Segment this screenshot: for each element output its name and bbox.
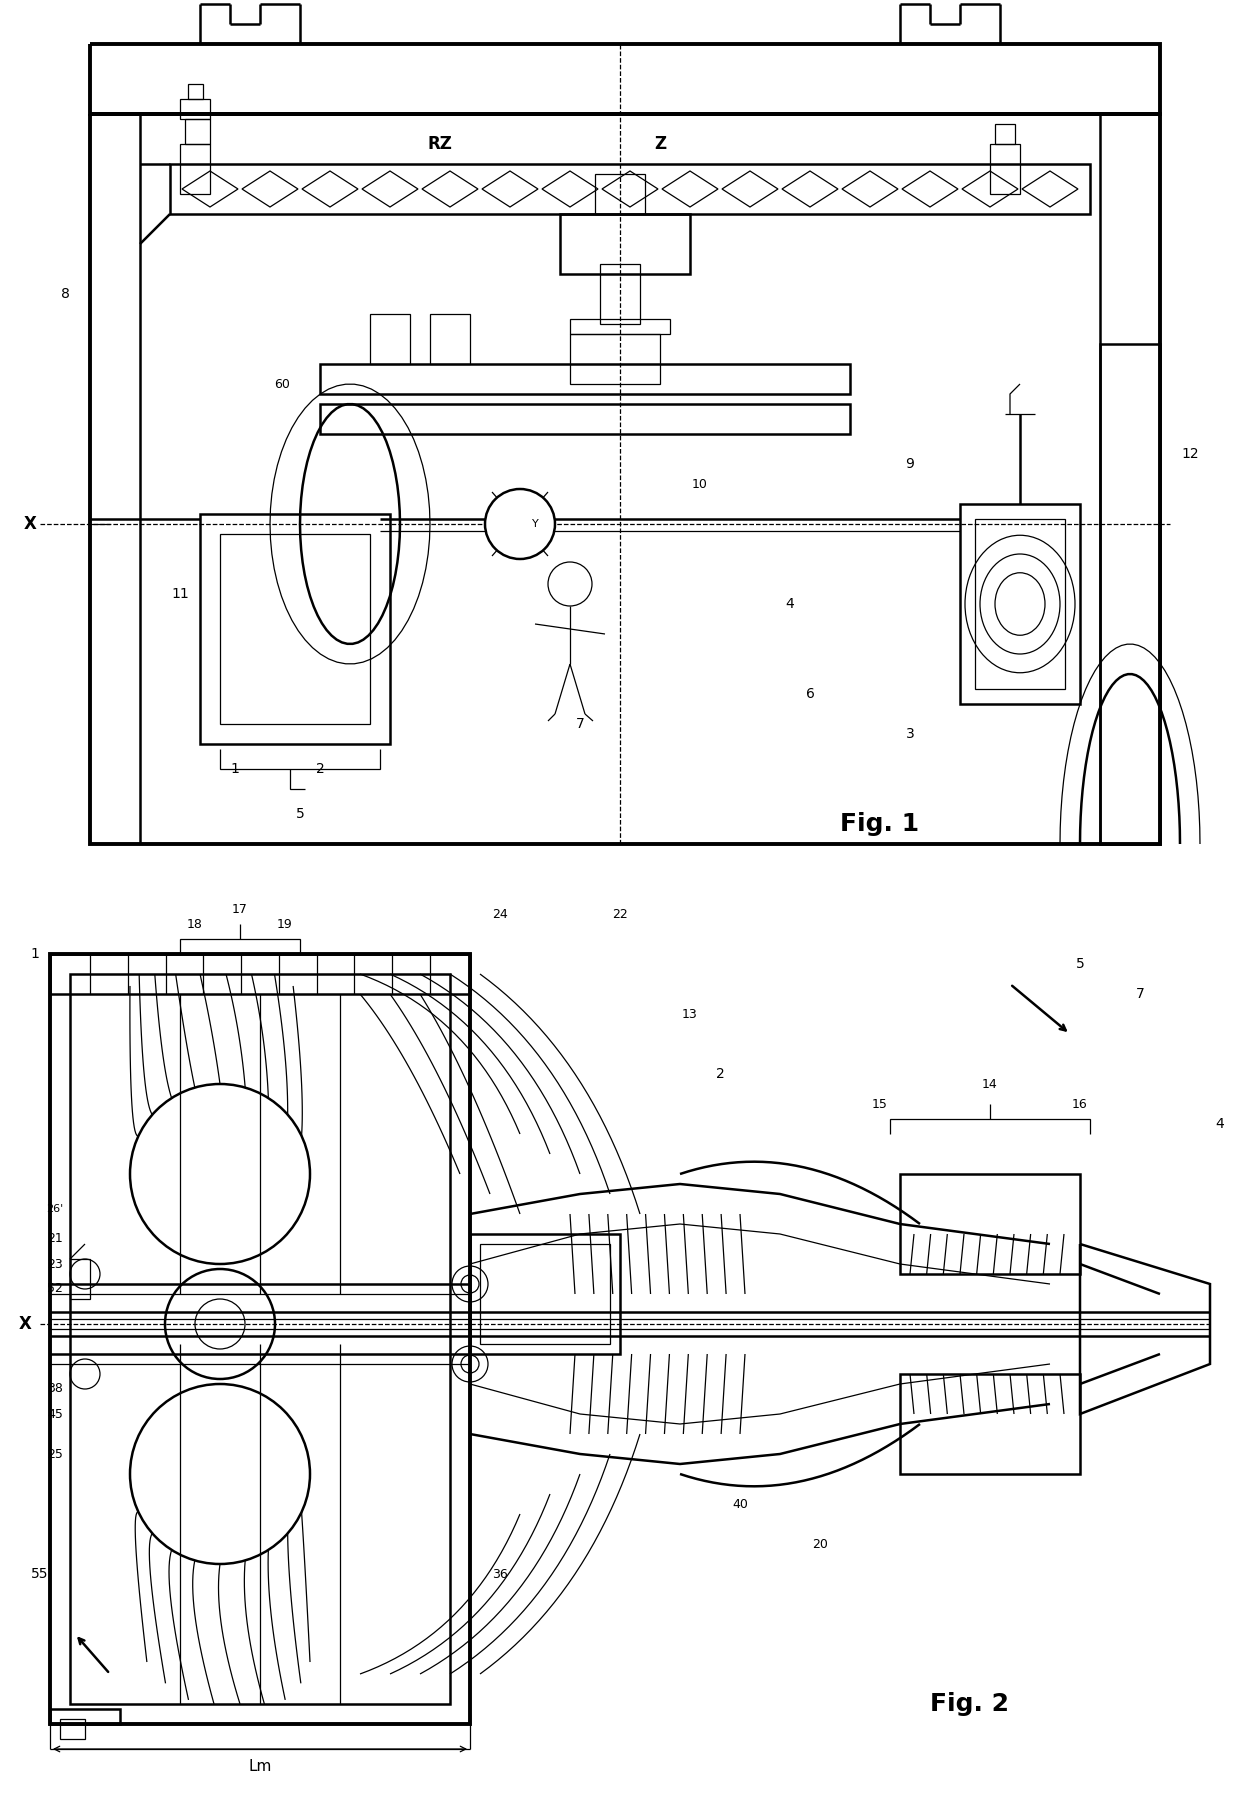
Bar bbox=[570, 334, 660, 384]
Bar bbox=[480, 1243, 610, 1344]
Text: RZ: RZ bbox=[428, 135, 453, 152]
Text: Fig. 2: Fig. 2 bbox=[930, 1692, 1009, 1717]
Text: 1: 1 bbox=[231, 762, 239, 777]
Text: 2: 2 bbox=[316, 762, 325, 777]
Text: 16: 16 bbox=[1073, 1098, 1087, 1110]
Text: 17: 17 bbox=[232, 902, 248, 915]
Text: 6: 6 bbox=[806, 687, 815, 701]
Text: 22: 22 bbox=[613, 908, 627, 920]
Text: 10: 10 bbox=[692, 477, 708, 490]
Bar bbox=[69, 974, 450, 1704]
Text: 40: 40 bbox=[732, 1498, 748, 1511]
Bar bbox=[180, 144, 210, 194]
Text: 12: 12 bbox=[1182, 447, 1199, 461]
Text: 55: 55 bbox=[31, 1566, 48, 1581]
Bar bbox=[994, 124, 1016, 144]
Bar bbox=[320, 364, 849, 395]
Text: 2: 2 bbox=[715, 1067, 724, 1082]
Bar bbox=[570, 319, 670, 334]
Text: 20: 20 bbox=[812, 1537, 828, 1550]
Text: 19: 19 bbox=[277, 917, 293, 931]
Bar bbox=[50, 1710, 120, 1724]
Bar bbox=[370, 314, 410, 364]
Text: 45: 45 bbox=[47, 1408, 63, 1421]
Text: 11: 11 bbox=[171, 587, 188, 601]
Bar bbox=[900, 1173, 1080, 1274]
Text: Lm: Lm bbox=[248, 1758, 272, 1774]
Text: 1: 1 bbox=[31, 947, 40, 962]
Bar bbox=[1100, 344, 1159, 843]
Bar bbox=[990, 144, 1021, 194]
Text: 18: 18 bbox=[187, 917, 203, 931]
Text: 21: 21 bbox=[47, 1232, 63, 1245]
Text: 5: 5 bbox=[295, 807, 304, 822]
Text: X: X bbox=[19, 1315, 31, 1333]
Bar bbox=[430, 314, 470, 364]
Text: 60: 60 bbox=[274, 377, 290, 391]
Text: 3: 3 bbox=[905, 727, 914, 741]
Text: 26': 26' bbox=[46, 1204, 63, 1215]
Text: 15: 15 bbox=[872, 1098, 888, 1110]
Bar bbox=[600, 264, 640, 325]
Bar bbox=[180, 99, 210, 118]
Text: Y: Y bbox=[532, 518, 538, 529]
Text: 4: 4 bbox=[786, 597, 795, 612]
Bar bbox=[185, 118, 210, 144]
Text: 8: 8 bbox=[61, 287, 69, 301]
Text: 52: 52 bbox=[47, 1283, 63, 1295]
Bar bbox=[50, 954, 470, 994]
Text: 4: 4 bbox=[1215, 1118, 1224, 1130]
Bar bbox=[470, 1234, 620, 1354]
Text: 25: 25 bbox=[47, 1448, 63, 1460]
Bar bbox=[900, 1374, 1080, 1475]
Text: Fig. 1: Fig. 1 bbox=[841, 813, 920, 836]
Text: 24: 24 bbox=[492, 908, 508, 920]
Text: 38: 38 bbox=[47, 1383, 63, 1396]
Bar bbox=[200, 515, 391, 745]
Text: 7: 7 bbox=[575, 718, 584, 730]
Bar bbox=[960, 504, 1080, 703]
Text: 7: 7 bbox=[1136, 987, 1145, 1001]
Text: 13: 13 bbox=[682, 1008, 698, 1021]
Bar bbox=[595, 174, 645, 213]
Bar bbox=[170, 163, 1090, 213]
Circle shape bbox=[485, 490, 556, 560]
Bar bbox=[50, 954, 470, 1724]
Bar bbox=[219, 535, 370, 725]
Bar bbox=[69, 1259, 91, 1299]
Bar bbox=[60, 1719, 86, 1738]
Text: Z: Z bbox=[653, 135, 666, 152]
Bar bbox=[975, 518, 1065, 689]
Text: 23: 23 bbox=[47, 1258, 63, 1270]
Text: 14: 14 bbox=[982, 1078, 998, 1091]
Text: 9: 9 bbox=[905, 457, 914, 472]
Text: 5: 5 bbox=[1075, 956, 1084, 971]
Bar bbox=[320, 404, 849, 434]
Circle shape bbox=[548, 562, 591, 606]
Bar bbox=[188, 84, 203, 99]
Bar bbox=[560, 213, 689, 274]
Text: 36: 36 bbox=[492, 1568, 508, 1581]
Text: X: X bbox=[24, 515, 36, 533]
